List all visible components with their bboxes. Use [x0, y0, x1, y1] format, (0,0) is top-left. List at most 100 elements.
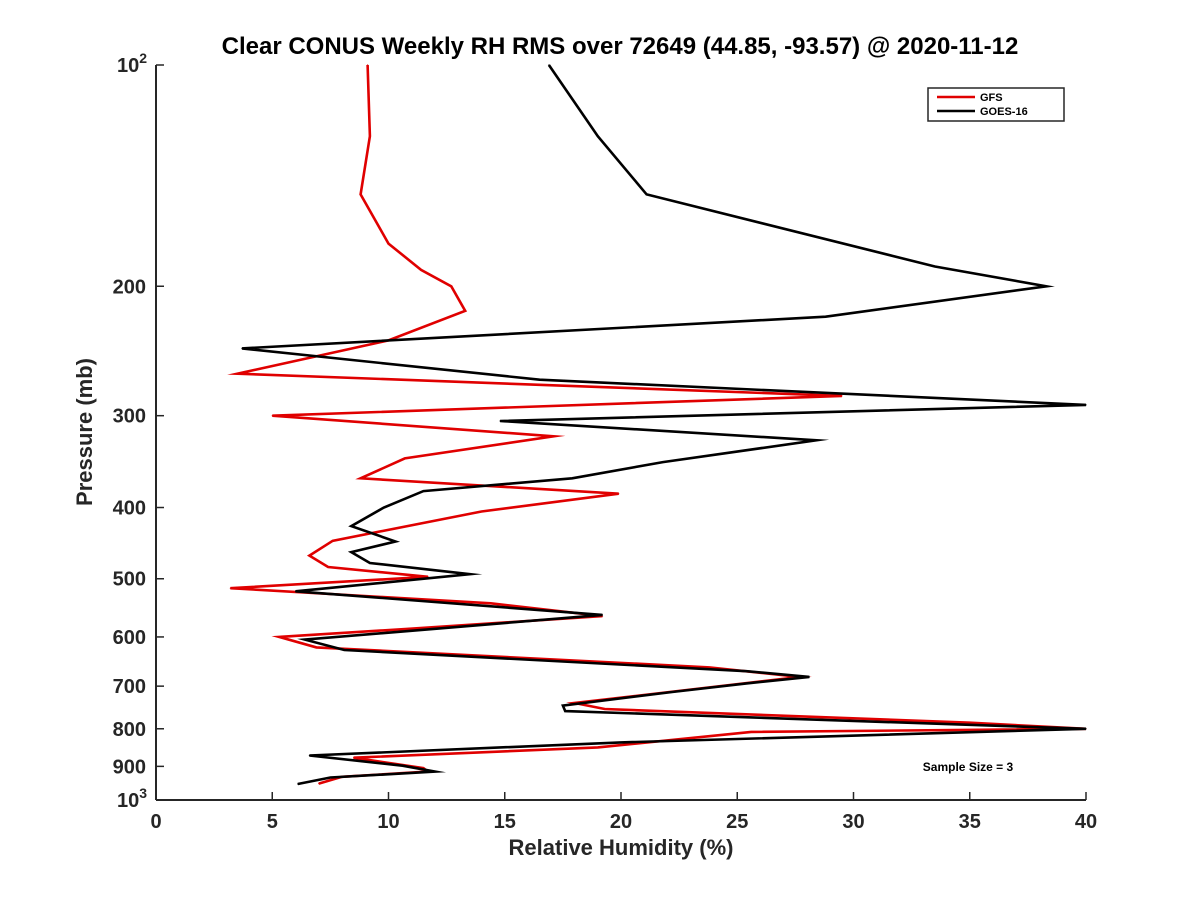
- x-axis-ticks: 0 5 10 15 20 25 30 35 40: [150, 792, 1097, 833]
- sample-size-annotation: Sample Size = 3: [923, 760, 1014, 774]
- data-point-goes16: [241, 347, 243, 349]
- x-tick-label: 40: [1075, 811, 1097, 833]
- data-point-gfs: [553, 435, 555, 437]
- y-tick-label: 600: [113, 627, 146, 649]
- x-tick-label: 0: [150, 811, 161, 833]
- data-point-gfs: [308, 555, 310, 557]
- y-tick-label: 103: [117, 785, 147, 812]
- data-point-goes16: [571, 477, 573, 479]
- data-point-gfs: [480, 510, 483, 513]
- data-point-gfs: [360, 477, 362, 479]
- data-point-goes16: [350, 525, 352, 527]
- data-point-goes16: [825, 316, 827, 318]
- data-point-goes16: [564, 710, 566, 712]
- data-point-gfs: [420, 269, 422, 271]
- legend-box: [927, 87, 1065, 122]
- data-point-gfs: [360, 193, 362, 195]
- x-tick-label: 15: [494, 811, 516, 833]
- data-point-goes16: [646, 193, 648, 195]
- data-point-gfs: [708, 666, 711, 669]
- data-point-gfs: [318, 783, 320, 785]
- data-point-goes16: [499, 420, 501, 422]
- data-point-goes16: [343, 649, 345, 651]
- data-point-gfs: [404, 457, 406, 459]
- series-points-goes16: [241, 64, 1087, 785]
- data-point-goes16: [620, 741, 622, 744]
- y-tick-label: 300: [113, 406, 146, 428]
- data-point-goes16: [350, 551, 352, 553]
- data-point-gfs: [236, 373, 238, 375]
- data-point-gfs: [332, 540, 334, 542]
- data-point-gfs: [841, 395, 843, 397]
- data-point-gfs: [387, 243, 390, 245]
- y-axis-ticks: 102 200 300 400 500 600 700 800 900 103: [113, 50, 164, 812]
- data-point-goes16: [401, 765, 404, 767]
- chart-title: Clear CONUS Weekly RH RMS over 72649 (44…: [222, 33, 1019, 60]
- data-point-goes16: [815, 439, 817, 441]
- legend-label-goes16: GOES-16: [980, 106, 1028, 118]
- plot-series-group: [227, 64, 1087, 786]
- data-point-goes16: [329, 776, 331, 779]
- x-tick-label: 10: [377, 811, 399, 833]
- y-tick-label: 400: [113, 498, 146, 520]
- data-point-goes16: [297, 783, 299, 785]
- x-tick-label: 5: [267, 811, 278, 833]
- data-point-goes16: [662, 461, 664, 463]
- data-point-gfs: [271, 415, 273, 417]
- y-tick-label: 900: [113, 756, 146, 778]
- data-point-goes16: [934, 265, 936, 268]
- data-point-gfs: [315, 646, 317, 649]
- data-point-gfs: [597, 746, 599, 749]
- x-tick-label: 25: [726, 811, 748, 833]
- legend: GFS GOES-16: [927, 87, 1065, 122]
- y-tick-label: 200: [113, 276, 146, 298]
- data-point-goes16: [1045, 285, 1048, 287]
- x-axis-label: Relative Humidity (%): [509, 835, 734, 860]
- data-point-goes16: [422, 490, 424, 492]
- data-point-gfs: [450, 285, 452, 287]
- y-axis-label: Pressure (mb): [72, 358, 97, 506]
- data-point-goes16: [1085, 728, 1087, 730]
- data-point-gfs: [229, 587, 231, 589]
- data-point-goes16: [745, 682, 748, 685]
- data-point-gfs: [367, 64, 369, 66]
- data-point-goes16: [383, 506, 385, 509]
- data-point-gfs: [604, 708, 606, 710]
- data-point-gfs: [327, 566, 329, 568]
- data-point-goes16: [597, 135, 599, 137]
- legend-label-gfs: GFS: [980, 92, 1003, 104]
- data-point-goes16: [304, 639, 306, 641]
- x-tick-label: 30: [842, 811, 864, 833]
- y-tick-label: 800: [113, 719, 146, 741]
- data-point-gfs: [750, 731, 752, 733]
- x-tick-label: 20: [610, 811, 632, 833]
- y-tick-label: 500: [113, 569, 146, 591]
- data-point-goes16: [369, 562, 371, 564]
- data-point-gfs: [490, 602, 492, 604]
- data-point-gfs: [278, 636, 280, 638]
- y-tick-label: 102: [117, 50, 147, 77]
- data-point-goes16: [562, 705, 564, 707]
- data-point-gfs: [406, 628, 408, 630]
- data-point-gfs: [618, 493, 620, 495]
- data-point-goes16: [539, 379, 541, 381]
- data-point-gfs: [369, 135, 371, 137]
- data-point-goes16: [308, 754, 310, 757]
- data-point-goes16: [1085, 404, 1087, 406]
- data-point-gfs: [464, 310, 466, 312]
- data-point-gfs: [353, 757, 355, 759]
- data-point-goes16: [601, 614, 604, 616]
- data-point-goes16: [745, 670, 748, 672]
- data-point-goes16: [394, 540, 397, 543]
- data-point-goes16: [434, 771, 436, 773]
- data-point-goes16: [548, 64, 550, 66]
- x-tick-label: 35: [959, 811, 981, 833]
- data-point-goes16: [294, 590, 297, 592]
- data-point-gfs: [969, 722, 971, 724]
- y-tick-label: 700: [113, 676, 146, 698]
- data-point-goes16: [671, 691, 673, 693]
- data-point-goes16: [808, 676, 810, 678]
- data-point-goes16: [469, 573, 471, 575]
